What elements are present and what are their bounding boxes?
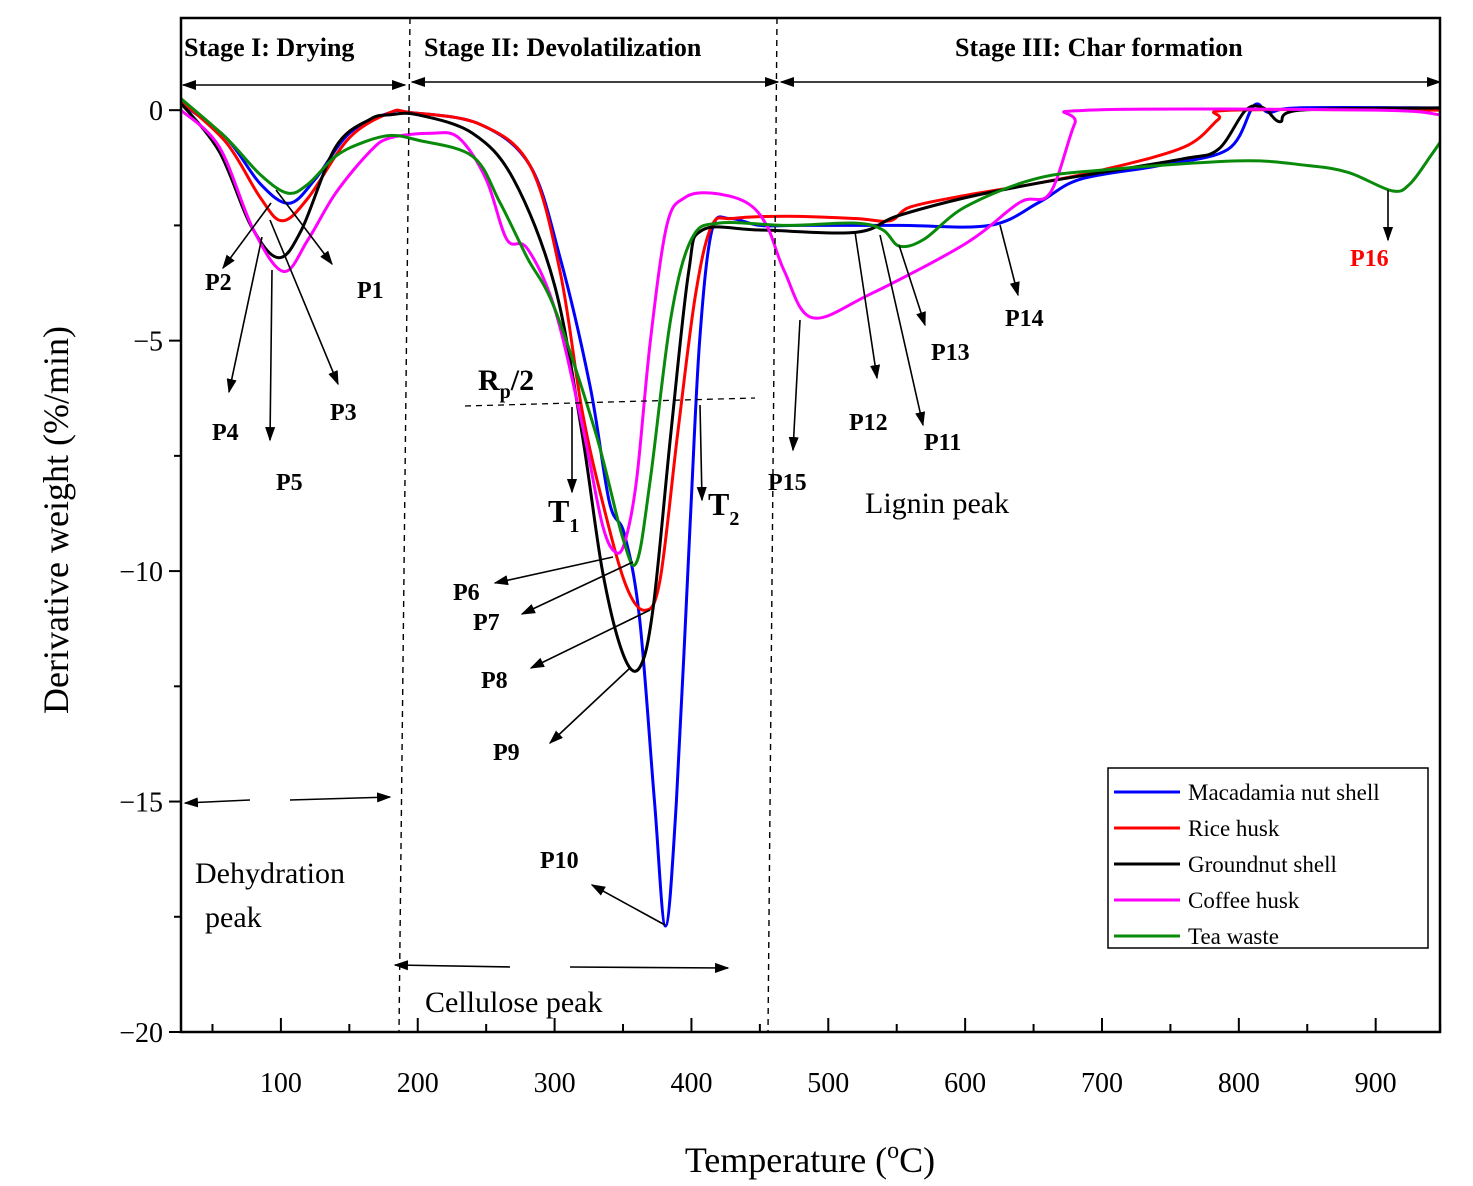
dehydration-arrow-right bbox=[289, 792, 392, 803]
legend-box bbox=[1107, 767, 1429, 949]
stage-divider-1 bbox=[398, 17, 411, 1033]
legend: Macadamia nut shell Rice husk Groundnut sh… bbox=[1107, 767, 1429, 949]
peak-label-p11: P11 bbox=[924, 430, 961, 456]
peak-arrow-p14 bbox=[999, 224, 1020, 297]
peak-arrow-p12 bbox=[854, 231, 881, 380]
x-axis-label-main: Temperature ( bbox=[685, 1140, 887, 1180]
series-layer bbox=[179, 97, 1442, 928]
x-axis-label-sup: o bbox=[887, 1138, 899, 1164]
legend-entry: Groundnut shell bbox=[1188, 852, 1337, 877]
stage-1-label: Stage I: Drying bbox=[184, 33, 354, 62]
dehydration-peak-label-2: peak bbox=[205, 901, 262, 934]
peak-label-p13: P13 bbox=[931, 340, 970, 366]
peak-label-p15: P15 bbox=[768, 470, 807, 496]
annotations: Stage I: Drying Stage II: Devolatilizatio… bbox=[181, 17, 1442, 1033]
cellulose-peak-label: Cellulose peak bbox=[425, 986, 602, 1019]
y-axis-label: Derivative weight (%/min) bbox=[36, 326, 76, 714]
series-line-5 bbox=[180, 97, 1442, 568]
x-axis-label: Temperature (oC) bbox=[685, 1138, 935, 1180]
peak-arrow-p11 bbox=[879, 234, 926, 427]
peak-label-p6: P6 bbox=[453, 580, 480, 606]
peak-label-p3: P3 bbox=[330, 400, 357, 426]
x-tick-label: 100 bbox=[260, 1068, 302, 1099]
peak-arrow-p9 bbox=[548, 667, 631, 744]
x-tick-label: 200 bbox=[397, 1068, 439, 1099]
x-axis-label-unit: C) bbox=[899, 1140, 935, 1180]
peak-label-p2: P2 bbox=[205, 270, 232, 296]
rp-sub: p bbox=[500, 381, 511, 403]
peak-label-p14: P14 bbox=[1005, 306, 1044, 332]
x-tick-label: 800 bbox=[1218, 1068, 1260, 1099]
stage-3-label: Stage III: Char formation bbox=[955, 33, 1243, 62]
dehydration-peak-label: Dehydration bbox=[195, 857, 345, 890]
half-peak-rate-line bbox=[464, 397, 756, 407]
series-line-4 bbox=[179, 107, 1441, 555]
dehydration-arrow-left bbox=[183, 797, 251, 808]
stage-2-label: Stage II: Devolatilization bbox=[424, 33, 702, 62]
t2-arrow bbox=[696, 404, 707, 502]
peak-arrow-p15 bbox=[788, 319, 801, 452]
t2-label: T2 bbox=[708, 486, 739, 530]
axes: 100 200 300 400 500 600 700 800 900 0 −5 −10 −15 −20 bbox=[119, 16, 1442, 1099]
rp-tail: /2 bbox=[510, 364, 534, 397]
series-line-3 bbox=[179, 102, 1441, 673]
peak-label-p9: P9 bbox=[493, 740, 520, 766]
plot-frame bbox=[179, 16, 1442, 1034]
y-tick-label: −20 bbox=[119, 1018, 163, 1049]
t2-main: T bbox=[708, 486, 729, 522]
peak-arrow-p2 bbox=[222, 202, 272, 270]
legend-entry: Rice husk bbox=[1188, 816, 1280, 841]
peak-label-p1: P1 bbox=[357, 278, 384, 304]
peak-label-p16: P16 bbox=[1350, 246, 1389, 272]
peak-arrow-p13 bbox=[898, 244, 926, 327]
peak-arrow-p6 bbox=[493, 556, 614, 586]
y-tick-label: −10 bbox=[119, 557, 163, 588]
t1-main: T bbox=[548, 493, 569, 529]
legend-entry: Tea waste bbox=[1188, 924, 1279, 949]
peak-label-p10: P10 bbox=[540, 848, 579, 874]
peak-arrow-p10 bbox=[590, 884, 666, 926]
peak-label-p8: P8 bbox=[481, 668, 508, 694]
x-tick-label: 300 bbox=[534, 1068, 576, 1099]
rp-main: R bbox=[478, 364, 500, 397]
peak-arrow-p8 bbox=[529, 609, 651, 669]
peak-label-p4: P4 bbox=[212, 420, 239, 446]
peak-label-p7: P7 bbox=[473, 610, 500, 636]
peak-arrow-p1 bbox=[275, 189, 333, 266]
t1-label: T1 bbox=[548, 493, 579, 537]
peak-arrow-p5 bbox=[265, 269, 276, 442]
peak-label-p12: P12 bbox=[849, 410, 888, 436]
t2-sub: 2 bbox=[729, 508, 739, 530]
y-tick-label: −5 bbox=[133, 327, 163, 358]
cellulose-arrow-left bbox=[393, 960, 511, 971]
x-tick-label: 500 bbox=[807, 1068, 849, 1099]
legend-entry: Coffee husk bbox=[1188, 888, 1300, 913]
peak-arrow-p3 bbox=[269, 219, 339, 386]
series-line-2 bbox=[179, 99, 1441, 612]
peak-arrow-p7 bbox=[520, 561, 634, 615]
legend-entry: Macadamia nut shell bbox=[1188, 780, 1380, 805]
cellulose-arrow-right bbox=[569, 962, 730, 973]
x-tick-label: 400 bbox=[670, 1068, 712, 1099]
peak-arrow-p4 bbox=[226, 236, 263, 394]
x-tick-label: 600 bbox=[944, 1068, 986, 1099]
peak-label-p5: P5 bbox=[276, 470, 303, 496]
x-tick-label: 700 bbox=[1081, 1068, 1123, 1099]
stage-divider-2 bbox=[767, 17, 778, 1033]
t1-sub: 1 bbox=[569, 515, 579, 537]
lignin-peak-label: Lignin peak bbox=[865, 487, 1009, 520]
rp-half-label: Rp/2 bbox=[478, 364, 534, 403]
x-tick-label: 900 bbox=[1355, 1068, 1397, 1099]
y-tick-label: −15 bbox=[119, 788, 163, 819]
y-tick-label: 0 bbox=[149, 96, 163, 127]
